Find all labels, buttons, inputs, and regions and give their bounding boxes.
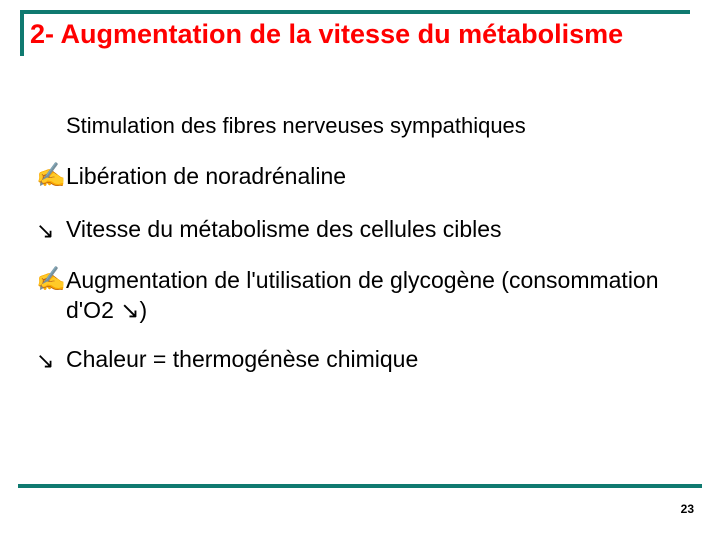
body-text: Augmentation de l'utilisation de glycogè… xyxy=(66,266,676,325)
hand-icon: ✍ xyxy=(36,265,66,296)
page-number: 23 xyxy=(681,502,694,516)
slide: 2- Augmentation de la vitesse du métabol… xyxy=(0,0,720,540)
body-text: Libération de noradrénaline xyxy=(66,162,676,191)
body-line: Stimulation des fibres nerveuses sympath… xyxy=(36,112,676,140)
body-line: ↘ Chaleur = thermogénèse chimique xyxy=(36,345,676,374)
arrow-down-right-icon: ↘ xyxy=(36,217,66,245)
body-text: Chaleur = thermogénèse chimique xyxy=(66,345,676,374)
body-text: Vitesse du métabolisme des cellules cibl… xyxy=(66,215,676,244)
bottom-rule xyxy=(18,484,702,488)
body: Stimulation des fibres nerveuses sympath… xyxy=(36,112,676,397)
body-line: ✍ Augmentation de l'utilisation de glyco… xyxy=(36,266,676,325)
body-line: ↘ Vitesse du métabolisme des cellules ci… xyxy=(36,215,676,244)
slide-title: 2- Augmentation de la vitesse du métabol… xyxy=(26,20,623,50)
body-line: ✍ Libération de noradrénaline xyxy=(36,162,676,193)
title-box: 2- Augmentation de la vitesse du métabol… xyxy=(20,14,633,58)
hand-icon: ✍ xyxy=(36,161,66,192)
body-text: Stimulation des fibres nerveuses sympath… xyxy=(66,112,676,140)
arrow-down-right-icon: ↘ xyxy=(36,347,66,375)
